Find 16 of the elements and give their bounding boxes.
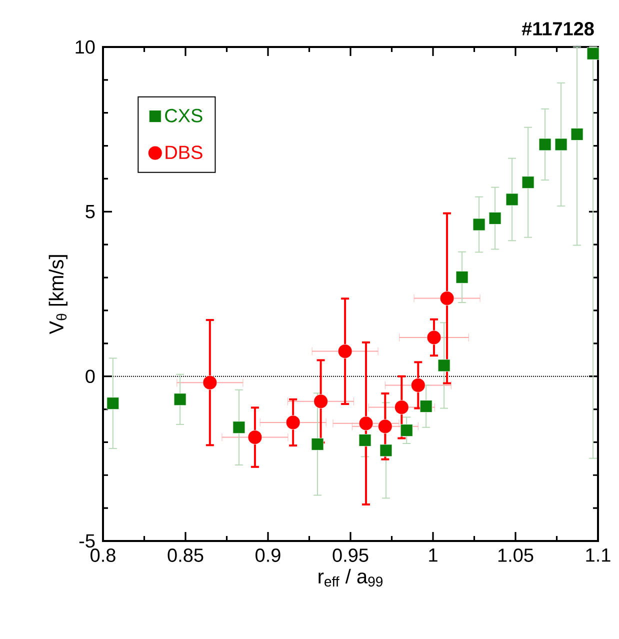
y-tick-label: 5 xyxy=(86,205,95,218)
x-tick-label: 1.05 xyxy=(498,548,534,562)
x-axis-title: r$_{eff}$ / a$_{99}$ xyxy=(318,568,382,587)
x-tick-label: 0.8 xyxy=(90,548,116,562)
x-tick-label: 1 xyxy=(429,548,438,562)
chart-title: #117128 xyxy=(522,22,594,36)
y-tick-label: 0 xyxy=(86,370,95,384)
y-axis-title: V$_{θ}$ [km/s] xyxy=(48,255,68,334)
y-tick-label: 10 xyxy=(76,40,95,54)
x-tick-label: 0.95 xyxy=(332,548,368,562)
x-tick-label: 1.1 xyxy=(586,548,610,562)
legend-label: CXS xyxy=(165,108,202,122)
x-tick-label: 0.9 xyxy=(256,548,280,562)
legend-label: DBS xyxy=(166,146,202,160)
x-tick-label: 0.85 xyxy=(168,548,204,562)
y-tick-label: -5 xyxy=(79,534,95,548)
